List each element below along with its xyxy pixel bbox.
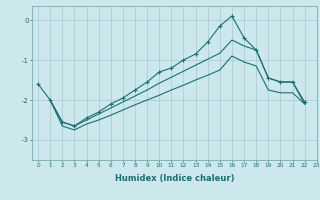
X-axis label: Humidex (Indice chaleur): Humidex (Indice chaleur) — [115, 174, 234, 183]
